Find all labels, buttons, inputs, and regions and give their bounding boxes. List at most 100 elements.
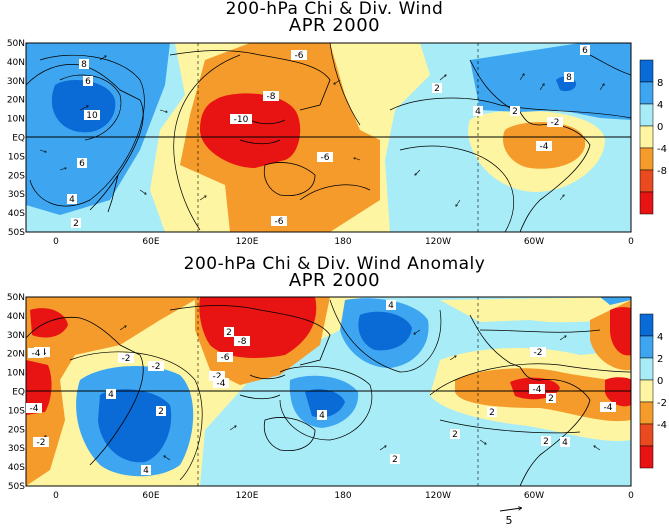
contour-label-box [79,59,89,69]
lat-tick-label: 40S [8,209,25,219]
lat-tick-label: 30S [8,190,25,200]
colorbar-segment [639,401,654,425]
contour-label: -6 [275,217,284,227]
contour-label-box [118,353,134,363]
contour-label-box [560,437,570,447]
contour-label-box [224,327,234,337]
lon-tick-label: 120E [236,491,259,501]
colorbar-tick-label: 2 [657,354,663,365]
panel1-coastlines [26,50,631,232]
reference-vector-label: 5 [506,514,513,527]
lon-tick-label: 180 [334,237,351,247]
contour-label: -4 [533,385,542,395]
colorbar-tick-label: 8 [657,78,663,89]
contour-label-box [317,152,333,162]
contour-label-box [234,336,250,346]
colorbar-tick-label: 4 [657,332,663,343]
colorbar-tick-label: 4 [657,100,663,111]
panel1-title: 200-hPa Chi & Div. Wind [225,0,444,19]
contour-label-box [390,454,400,464]
contour-label-box [271,216,287,226]
panel2-red-east [605,377,631,407]
contour-label: 2 [512,107,518,117]
panel2-darkblue-indian [98,389,172,463]
contour-label-box [487,407,497,417]
lat-tick-label: 40N [7,312,25,322]
colorbar-tick-label: -2 [657,398,667,409]
colorbar-segment [639,335,654,359]
lat-tick-label: 50S [8,482,25,492]
colorbar-segment [639,81,654,105]
panel2-map [26,297,631,486]
contour-label-box [217,352,233,362]
colorbar-tick-label: -4 [657,144,667,155]
panel2-yellow-north [440,297,631,323]
panel1-contours [29,43,631,232]
contour-label: -4 [30,404,39,414]
lon-tick-label: 0 [53,491,59,501]
contour-label-box [148,361,164,371]
lon-tick-label: 0 [628,237,634,247]
panel2-contours [69,299,631,481]
contour-label-box [71,218,81,228]
contour-label-box [26,403,42,413]
contour-label: 2 [452,430,458,440]
contour-label: 4 [108,390,114,400]
lon-tick-label: 0 [53,237,59,247]
contour-label: -8 [267,92,276,102]
lat-tick-label: EQ [12,134,25,144]
reference-arrow [499,508,521,512]
contour-label: 4 [319,411,325,421]
contour-label: 2 [543,437,549,447]
contour-label: 8 [566,73,572,83]
panel2-red-nw [30,308,68,338]
contour-label-box [530,347,546,357]
contour-label: 2 [158,407,164,417]
lon-tick-label: 60W [524,237,544,247]
contour-label-box [580,45,590,55]
lat-tick-label: 10S [8,152,25,162]
contour-label-box [546,393,556,403]
contour-label-box [450,429,460,439]
panel1-lon-axis: 0 60E 120E 180 120W 60W 0 [53,237,634,247]
contour-label: 6 [85,77,91,87]
lon-tick-label: 120E [236,237,259,247]
lat-tick-label: 10N [7,115,25,125]
panel2-darkblue-pacific-south [305,389,345,418]
contour-label: 4 [143,466,149,476]
panel2-wind-vectors [39,326,601,461]
lat-tick-label: 40S [8,463,25,473]
panel2-lon-axis: 0 60E 120E 180 120W 60W 0 [53,491,634,501]
colorbar-tick-label: 0 [657,376,663,387]
lat-tick-label: 40N [7,58,25,68]
colorbar-segment [639,125,654,149]
contour-label-box [213,378,229,388]
contour-label: 2 [226,328,232,338]
colorbar-tick-label: 0 [657,122,663,133]
contour-label: -10 [234,115,249,125]
lat-tick-label: 20N [7,350,25,360]
lon-tick-label: 60W [524,491,544,501]
lon-tick-label: 0 [628,491,634,501]
colorbar-tick-label: -4 [657,420,667,431]
lat-tick-label: 50N [7,293,25,303]
panel1-colorbar: 8 4 0 -4 -8 [639,59,667,215]
contour-label-box [600,402,616,412]
colorbar-segment [639,103,654,127]
panel2-coastlines [26,305,591,486]
contour-label: -4 [32,349,41,359]
lat-tick-label: 30S [8,444,25,454]
contour-label: 2 [392,455,398,465]
contour-label: -2 [37,438,46,448]
contour-label-box [432,83,442,93]
panel1-wind-vectors [39,56,604,206]
colorbar-segment [639,169,654,193]
colorbar-tick-label: -8 [657,166,667,177]
panel1-red-region [200,93,301,168]
contour-label: -6 [321,153,330,163]
contour-label-box [317,410,327,420]
panel1-subtitle: APR 2000 [288,15,381,36]
contour-label-box [536,141,552,151]
